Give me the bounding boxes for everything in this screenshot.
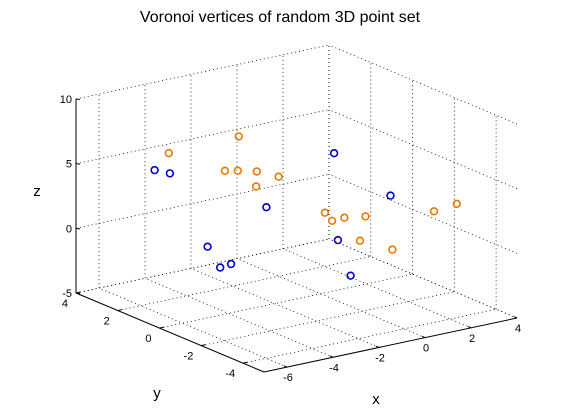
- data-point: [327, 216, 337, 226]
- data-point: [355, 236, 365, 245]
- z-tick-mark: [75, 292, 81, 294]
- data-point: [361, 212, 370, 221]
- data-points: [150, 132, 461, 280]
- data-point: [165, 169, 175, 178]
- floor-grid-y: [117, 256, 371, 311]
- data-point: [216, 263, 225, 272]
- z-tick-mark: [75, 163, 81, 165]
- x-axis-label: x: [372, 391, 380, 408]
- y-tick-mark: [159, 326, 164, 329]
- data-point: [164, 148, 174, 158]
- floor-grid-x: [282, 248, 472, 329]
- x-tick-label: 2: [469, 333, 475, 345]
- x-tick-label: -4: [329, 362, 339, 374]
- x-tick-mark: [283, 365, 288, 368]
- z-axis-label: z: [33, 183, 41, 200]
- data-point: [252, 167, 261, 176]
- data-point: [346, 271, 355, 280]
- side-wall-grid-z: [328, 109, 518, 190]
- axes: [75, 98, 518, 373]
- back-wall-grid-z: [75, 238, 330, 294]
- x-tick-mark: [375, 345, 380, 348]
- data-point: [388, 245, 397, 254]
- x-tick-label: 4: [515, 323, 521, 335]
- floor-grid-x: [190, 268, 380, 348]
- x-tick-label: -6: [283, 372, 293, 384]
- data-point: [150, 165, 159, 175]
- data-point: [252, 182, 261, 191]
- x-tick-mark: [513, 316, 518, 319]
- z-tick-mark: [75, 98, 81, 100]
- x-tick-mark: [467, 326, 472, 329]
- x-tick-label: 0: [423, 343, 429, 355]
- data-point: [262, 203, 271, 212]
- y-tick-label: 0: [145, 333, 151, 345]
- data-point: [274, 172, 283, 181]
- floor-grid-y: [201, 291, 455, 347]
- y-axis-line: [75, 292, 265, 373]
- floor-grid-x: [144, 277, 334, 358]
- side-wall-grid-z: [328, 44, 518, 125]
- y-tick-label: -4: [225, 368, 235, 380]
- y-axis-label: y: [153, 385, 161, 402]
- z-tick-label: -5: [62, 288, 72, 300]
- x-tick-mark: [329, 355, 334, 358]
- side-wall-grid-z: [328, 238, 518, 319]
- z-tick-label: 5: [66, 159, 72, 171]
- y-tick-mark: [242, 361, 248, 364]
- data-point: [333, 235, 343, 245]
- y-tick-label: 4: [62, 298, 68, 310]
- back-wall-grid-z: [75, 44, 330, 100]
- data-point: [340, 213, 349, 222]
- data-point: [329, 149, 339, 158]
- data-point: [203, 242, 212, 251]
- x-tick-mark: [421, 335, 426, 339]
- y-tick-mark: [117, 309, 122, 312]
- back-wall-grid-z: [75, 109, 330, 165]
- y-tick-label: 2: [104, 316, 110, 328]
- grid-lines: [75, 44, 518, 368]
- floor-grid-x: [236, 258, 426, 339]
- data-point: [429, 207, 439, 216]
- z-tick-label: 0: [66, 223, 72, 235]
- data-point: [233, 166, 243, 175]
- data-point: [452, 199, 461, 209]
- floor-grid-y: [243, 308, 497, 364]
- x-tick-label: -2: [375, 352, 385, 364]
- floor-grid-y: [159, 273, 413, 329]
- data-point: [320, 208, 330, 217]
- chart-title: Voronoi vertices of random 3D point set: [140, 9, 421, 26]
- y-tick-mark: [201, 344, 206, 347]
- floor-grid-y: [75, 238, 330, 294]
- z-tick-label: 10: [60, 94, 72, 106]
- z-tick-mark: [75, 227, 81, 230]
- data-point: [386, 191, 395, 200]
- back-wall-grid-z: [75, 173, 330, 229]
- data-point: [226, 259, 236, 269]
- data-point: [220, 166, 230, 176]
- y-tick-label: -2: [184, 351, 194, 363]
- x-axis-line: [263, 317, 518, 373]
- data-point: [234, 132, 244, 141]
